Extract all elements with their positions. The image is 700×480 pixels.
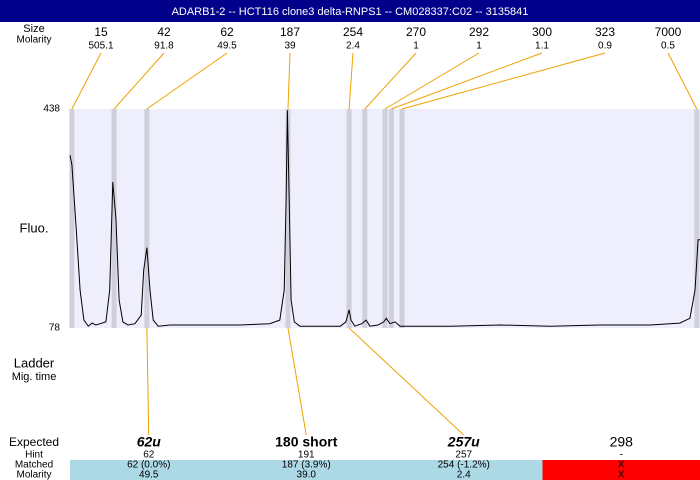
peak-molarity: 1 (413, 41, 419, 52)
expected-label: 257u (447, 434, 480, 450)
expected-label: 62u (137, 434, 162, 450)
peak-molarity: 2.4 (346, 41, 360, 52)
molarity-row-label: Molarity (16, 35, 51, 46)
peak-leader (287, 52, 291, 110)
table-cell (542, 460, 700, 480)
hint-value: 257 (455, 450, 472, 461)
peak-size: 7000 (655, 25, 682, 39)
peak-molarity: 1.1 (535, 41, 549, 52)
table-cell (385, 460, 543, 480)
peak-band (694, 109, 700, 328)
hint-value: - (620, 450, 623, 461)
peak-size: 42 (157, 25, 171, 39)
peak-size: 300 (532, 25, 552, 39)
y-tick-label: 438 (43, 104, 60, 115)
peak-leader (71, 52, 102, 110)
table-row-label: Expected (9, 435, 59, 449)
peak-leader (384, 52, 480, 110)
molarity-value: 49.5 (139, 470, 159, 480)
molarity-value: X (618, 470, 625, 480)
size-row-label: Size (23, 23, 44, 35)
peak-size: 62 (220, 25, 234, 39)
molarity-value: 2.4 (457, 470, 471, 480)
peak-band (382, 109, 388, 328)
y-axis-label: Fluo. (20, 220, 49, 235)
chart-title: ADARB1-2 -- HCT116 clone3 delta-RNPS1 --… (172, 6, 529, 18)
peak-leader (364, 52, 417, 110)
y-tick-label: 78 (49, 323, 61, 334)
table-row-label: Molarity (16, 470, 51, 480)
peak-leader (391, 52, 543, 110)
match-leader (287, 327, 307, 436)
peak-leader (401, 52, 606, 110)
peak-size: 15 (94, 25, 108, 39)
peak-size: 270 (406, 25, 426, 39)
peak-molarity: 0.9 (598, 41, 612, 52)
peak-molarity: 39 (284, 41, 296, 52)
x-axis-sublabel: Mig. time (12, 371, 57, 383)
peak-molarity: 1 (476, 41, 482, 52)
peak-leader (667, 52, 698, 110)
hint-value: 62 (143, 450, 155, 461)
table-cell (227, 460, 385, 480)
title-bar (0, 0, 700, 22)
table-cell (70, 460, 228, 480)
match-leader (146, 327, 150, 436)
peak-band (362, 109, 368, 328)
hint-value: 191 (298, 450, 315, 461)
table-row-label: Matched (15, 460, 53, 471)
peak-leader (113, 52, 165, 110)
matched-value: 254 (-1.2%) (438, 460, 490, 471)
peak-molarity: 0.5 (661, 41, 675, 52)
expected-label: 298 (610, 434, 634, 450)
peak-band (346, 109, 352, 328)
peak-leader (146, 52, 228, 110)
trace-line (69, 110, 700, 327)
molarity-value: 39.0 (297, 470, 317, 480)
x-axis-label: Ladder (14, 355, 55, 370)
peak-molarity: 91.8 (154, 41, 174, 52)
peak-band (111, 109, 117, 328)
peak-band (144, 109, 150, 328)
peak-size: 187 (280, 25, 300, 39)
peak-leader (348, 52, 354, 110)
peak-size: 323 (595, 25, 615, 39)
expected-label: 180 short (275, 434, 338, 450)
peak-band (69, 109, 75, 328)
peak-size: 254 (343, 25, 363, 39)
peak-molarity: 505.1 (88, 41, 113, 52)
matched-value: 187 (3.9%) (282, 460, 331, 471)
matched-value: 62 (0.0%) (127, 460, 170, 471)
table-row-label: Hint (25, 450, 43, 461)
peak-size: 292 (469, 25, 489, 39)
peak-band (285, 109, 291, 328)
peak-band (388, 109, 394, 328)
peak-band (399, 109, 405, 328)
peak-molarity: 49.5 (217, 41, 237, 52)
matched-value: X (618, 460, 625, 471)
match-leader (348, 327, 465, 436)
